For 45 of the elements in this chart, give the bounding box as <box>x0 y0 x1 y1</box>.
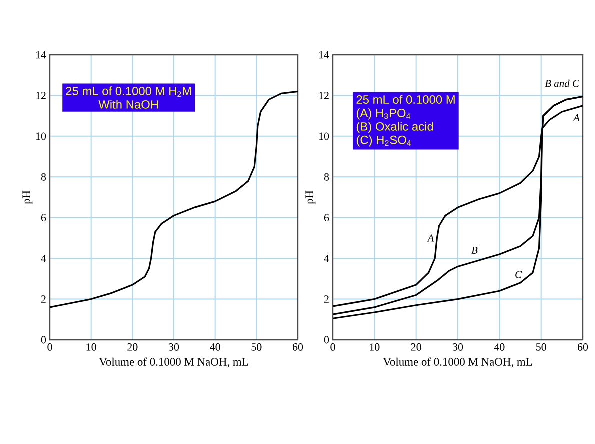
x-tick-label: 30 <box>453 344 464 351</box>
x-tick-label: 0 <box>48 344 52 351</box>
annotation: A <box>572 114 580 122</box>
x-tick-label: 50 <box>536 344 546 351</box>
x-axis-title: Volume of 0.1000 M NaOH, mL <box>383 358 532 368</box>
x-tick-label: 10 <box>370 344 380 351</box>
y-tick-label: 6 <box>41 214 46 222</box>
x-tick-label: 60 <box>578 344 588 351</box>
annotation: B and C <box>545 80 580 88</box>
annotation: (C) H$_{2}$SO$_{4}$ <box>356 136 412 147</box>
y-axis-title: pH <box>22 190 33 204</box>
x-tick-label: 0 <box>330 344 336 351</box>
y-axis-title: pH <box>306 190 316 204</box>
y-tick-label: 2 <box>324 296 329 303</box>
y-tick-label: 8 <box>324 173 330 181</box>
x-tick-label: 20 <box>128 344 138 351</box>
annotation: 25 mL of 0.1000 M <box>356 95 455 104</box>
y-tick-label: 10 <box>319 132 330 140</box>
x-axis-title: Volume of 0.1000 M NaOH, mL <box>99 358 248 368</box>
y-tick-label: 4 <box>324 254 330 262</box>
y-tick-label: 12 <box>36 92 46 100</box>
y-tick-label: 2 <box>41 296 46 303</box>
y-tick-label: 14 <box>36 51 46 59</box>
y-tick-label: 12 <box>319 92 329 100</box>
y-tick-label: 0 <box>324 336 330 344</box>
annotation: B <box>472 247 478 254</box>
annotation: A <box>427 234 434 242</box>
annotation: (A) H$_{3}$PO$_{4}$ <box>356 108 410 120</box>
x-tick-label: 50 <box>252 344 262 351</box>
y-tick-label: 8 <box>41 173 46 181</box>
x-tick-label: 20 <box>411 344 422 351</box>
y-tick-label: 4 <box>41 254 46 262</box>
annotation: C <box>516 271 522 278</box>
x-tick-label: 60 <box>292 344 304 351</box>
x-tick-label: 40 <box>210 344 220 351</box>
annotation: (B) Oxalic acid <box>356 122 434 134</box>
y-tick-label: 6 <box>324 214 330 222</box>
x-tick-label: 40 <box>494 344 505 351</box>
y-tick-label: 0 <box>41 336 46 344</box>
y-tick-label: 10 <box>36 132 46 140</box>
y-tick-label: 14 <box>319 51 330 59</box>
annotation: With NaOH <box>98 100 158 109</box>
x-tick-label: 10 <box>86 344 96 351</box>
x-tick-label: 30 <box>169 344 180 351</box>
annotation: 25 mL of 0.1000 M H$_{2}$M <box>66 86 192 98</box>
